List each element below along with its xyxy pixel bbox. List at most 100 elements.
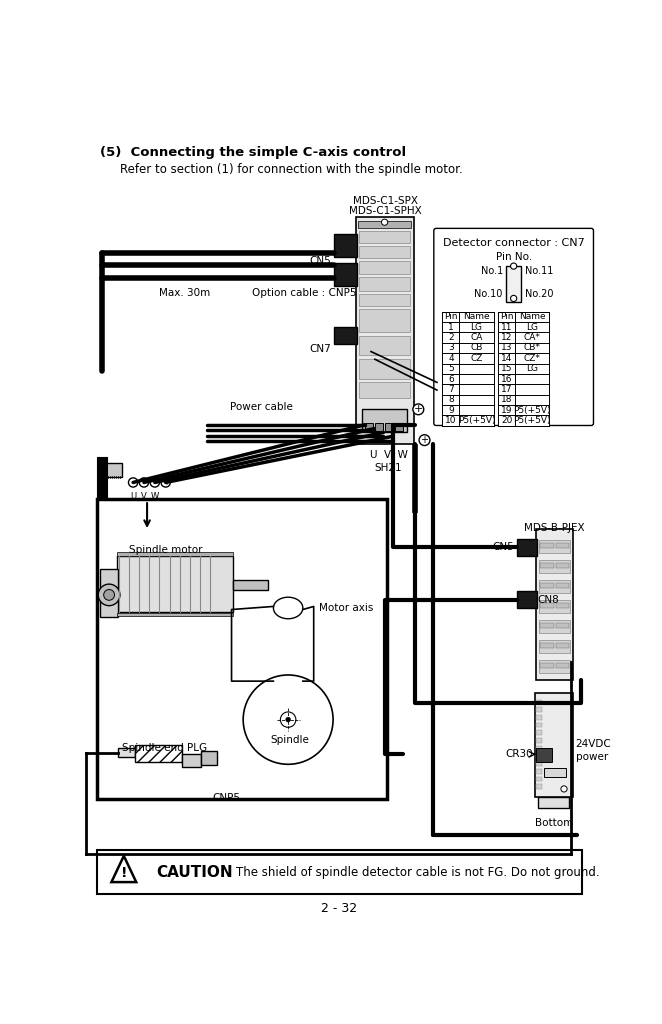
Text: (5)  Connecting the simple C-axis control: (5) Connecting the simple C-axis control (100, 146, 406, 159)
Circle shape (286, 718, 291, 722)
Bar (359, 359, 410, 379)
Bar (117, 613, 233, 616)
Text: P5(+5V): P5(+5V) (514, 416, 551, 425)
Bar (536, 754, 542, 758)
Bar (517, 539, 537, 556)
Text: 2 - 32: 2 - 32 (321, 902, 357, 915)
Bar (536, 738, 542, 742)
Bar (535, 692, 573, 797)
Text: CN7: CN7 (309, 344, 331, 354)
Text: LG: LG (526, 365, 538, 373)
Circle shape (561, 785, 567, 792)
Bar (540, 563, 554, 568)
Bar (359, 276, 410, 291)
Text: W: W (151, 492, 159, 501)
Bar (359, 261, 410, 273)
Bar (359, 382, 410, 397)
Text: CB: CB (470, 343, 483, 352)
Bar (498, 311, 549, 426)
Circle shape (381, 219, 388, 225)
Bar (536, 769, 542, 773)
Bar (517, 591, 537, 608)
Text: Spindle motor: Spindle motor (129, 545, 203, 555)
Bar (442, 311, 493, 426)
Text: Pin No.: Pin No. (496, 252, 532, 262)
Bar (540, 541, 570, 553)
Bar (118, 749, 134, 758)
FancyBboxPatch shape (434, 228, 593, 426)
Text: 12: 12 (501, 333, 512, 342)
Circle shape (98, 584, 120, 605)
Text: Max. 30m: Max. 30m (160, 289, 211, 298)
Bar (555, 664, 569, 668)
Text: 1: 1 (448, 323, 453, 332)
Bar (536, 749, 551, 762)
Text: 7: 7 (448, 385, 453, 394)
Bar (359, 309, 410, 333)
Bar (359, 294, 410, 306)
Bar (536, 708, 542, 712)
Text: Pin: Pin (500, 312, 514, 322)
Text: +: + (420, 435, 428, 445)
Text: P5(+5V): P5(+5V) (457, 416, 495, 425)
Text: 16: 16 (501, 375, 512, 384)
Bar (100, 569, 118, 617)
Bar (334, 233, 357, 257)
Circle shape (150, 478, 160, 487)
Text: 2: 2 (448, 333, 453, 342)
Circle shape (281, 712, 296, 727)
Text: 13: 13 (501, 343, 512, 352)
Text: LG: LG (471, 323, 483, 332)
Text: CA: CA (470, 333, 483, 342)
Text: 17: 17 (501, 385, 512, 394)
Bar (555, 544, 569, 548)
Text: CR30: CR30 (505, 750, 533, 759)
Bar (536, 745, 542, 751)
Text: +: + (162, 477, 169, 487)
Bar (97, 499, 387, 799)
Text: 20: 20 (501, 416, 512, 425)
Text: P5(+5V): P5(+5V) (514, 406, 551, 415)
Text: No.11: No.11 (524, 265, 553, 275)
Text: 24VDC
power: 24VDC power (576, 739, 612, 762)
Text: Option cable : CNP5: Option cable : CNP5 (252, 289, 356, 298)
Bar (555, 584, 569, 588)
Bar (385, 423, 393, 431)
Polygon shape (111, 856, 136, 882)
Bar (359, 336, 410, 355)
Circle shape (419, 435, 430, 445)
Bar (536, 730, 542, 735)
Bar (361, 410, 408, 432)
Text: CNP5: CNP5 (213, 793, 240, 803)
Bar (540, 603, 554, 608)
Bar (201, 752, 217, 765)
Bar (117, 556, 233, 611)
Bar (555, 624, 569, 628)
Text: MDS-B-PJEX: MDS-B-PJEX (524, 523, 585, 534)
Bar (536, 761, 542, 766)
Text: The shield of spindle detector cable is not FG. Do not ground.: The shield of spindle detector cable is … (236, 865, 600, 879)
Bar (105, 463, 122, 477)
Bar (506, 266, 522, 301)
Circle shape (161, 478, 170, 487)
Text: 19: 19 (501, 406, 512, 415)
Text: Name: Name (463, 312, 490, 322)
Text: LG: LG (526, 323, 538, 332)
Bar (117, 552, 233, 556)
Bar (540, 581, 570, 593)
Text: CZ*: CZ* (524, 354, 541, 362)
Text: Name: Name (519, 312, 545, 322)
Bar (536, 715, 542, 720)
Text: Refer to section (1) for connection with the spindle motor.: Refer to section (1) for connection with… (120, 163, 463, 176)
Bar (540, 600, 570, 612)
Bar (359, 230, 410, 243)
Text: CN5: CN5 (309, 256, 331, 266)
Bar (540, 640, 570, 652)
Text: Power cable: Power cable (230, 401, 293, 412)
Text: 6: 6 (448, 375, 453, 384)
Bar (540, 621, 570, 633)
Text: Spindle end PLG: Spindle end PLG (122, 742, 207, 753)
Bar (536, 776, 542, 781)
Bar (555, 643, 569, 648)
Bar (540, 584, 554, 588)
